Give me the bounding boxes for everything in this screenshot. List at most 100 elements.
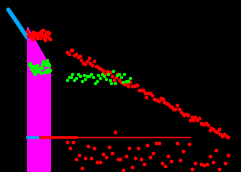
Point xyxy=(112,78,116,81)
Point xyxy=(224,134,228,137)
Point xyxy=(182,114,186,117)
Point xyxy=(29,64,33,67)
Point xyxy=(32,72,36,75)
Point xyxy=(116,73,120,76)
Point xyxy=(130,85,134,88)
Point xyxy=(170,106,174,109)
Point xyxy=(126,80,130,83)
Point xyxy=(83,63,87,66)
Point xyxy=(80,59,83,61)
Point xyxy=(193,161,197,164)
Point xyxy=(41,60,45,62)
Point xyxy=(137,89,141,91)
Point xyxy=(127,146,131,149)
Point xyxy=(108,78,112,81)
Point xyxy=(173,108,177,110)
Point xyxy=(35,34,39,36)
Point xyxy=(71,141,75,143)
Point xyxy=(124,80,128,83)
Point xyxy=(128,80,132,83)
Point xyxy=(32,65,36,68)
Point xyxy=(126,85,130,87)
Point xyxy=(27,63,31,66)
Point xyxy=(139,158,143,160)
Point xyxy=(102,75,106,78)
Point xyxy=(169,160,173,163)
Point xyxy=(41,62,45,64)
Point xyxy=(69,76,73,79)
Point xyxy=(181,112,184,115)
Point xyxy=(94,64,98,67)
Point xyxy=(130,165,134,168)
Point xyxy=(65,140,69,143)
Point xyxy=(220,135,224,137)
Point xyxy=(28,64,32,67)
Point xyxy=(40,28,44,31)
Point xyxy=(152,98,155,100)
Point xyxy=(191,118,195,121)
Point xyxy=(33,70,37,73)
Point xyxy=(40,63,44,66)
Point xyxy=(39,29,42,32)
Point xyxy=(206,124,210,127)
Point xyxy=(223,162,227,165)
Point xyxy=(144,96,148,98)
Point xyxy=(72,54,76,57)
Point xyxy=(44,69,47,72)
Point xyxy=(106,73,110,75)
Point xyxy=(90,64,94,67)
Point xyxy=(117,78,121,81)
Point xyxy=(35,37,39,39)
Point xyxy=(146,92,150,94)
Point xyxy=(160,162,164,165)
Point xyxy=(38,37,42,40)
Point xyxy=(28,35,32,38)
Point xyxy=(100,72,104,75)
Point xyxy=(154,142,158,144)
Point xyxy=(111,70,115,72)
Point xyxy=(148,155,152,158)
Point xyxy=(205,163,209,166)
Point xyxy=(36,70,40,73)
Point xyxy=(76,73,80,76)
Point xyxy=(107,146,111,149)
Point xyxy=(86,144,90,147)
Point xyxy=(34,64,38,67)
Point xyxy=(81,62,85,64)
Point xyxy=(108,70,112,73)
Point xyxy=(27,32,31,35)
Point xyxy=(29,33,33,36)
Point xyxy=(31,31,34,34)
Point xyxy=(139,88,143,91)
Point xyxy=(37,33,40,36)
Point xyxy=(190,167,194,170)
Point xyxy=(42,63,46,66)
Point xyxy=(85,59,89,62)
Point xyxy=(78,55,81,58)
Point xyxy=(46,31,50,33)
Point xyxy=(163,165,167,167)
Point xyxy=(110,74,114,77)
Point xyxy=(179,111,183,114)
Point xyxy=(209,126,213,129)
Point xyxy=(95,80,99,83)
Point xyxy=(99,68,103,71)
Point xyxy=(48,38,52,41)
Point xyxy=(121,169,125,171)
Point xyxy=(119,158,122,160)
Point xyxy=(67,53,71,56)
Point xyxy=(175,142,179,144)
Point xyxy=(98,66,101,69)
Point xyxy=(87,75,91,78)
Point xyxy=(107,72,110,75)
Point xyxy=(211,160,215,163)
Point xyxy=(98,77,102,79)
Point xyxy=(197,117,201,119)
Point xyxy=(204,122,208,125)
Point xyxy=(157,99,161,102)
Point xyxy=(113,81,117,84)
Point xyxy=(33,72,37,75)
Point xyxy=(178,158,182,161)
Point xyxy=(122,73,126,76)
Point xyxy=(125,82,128,85)
